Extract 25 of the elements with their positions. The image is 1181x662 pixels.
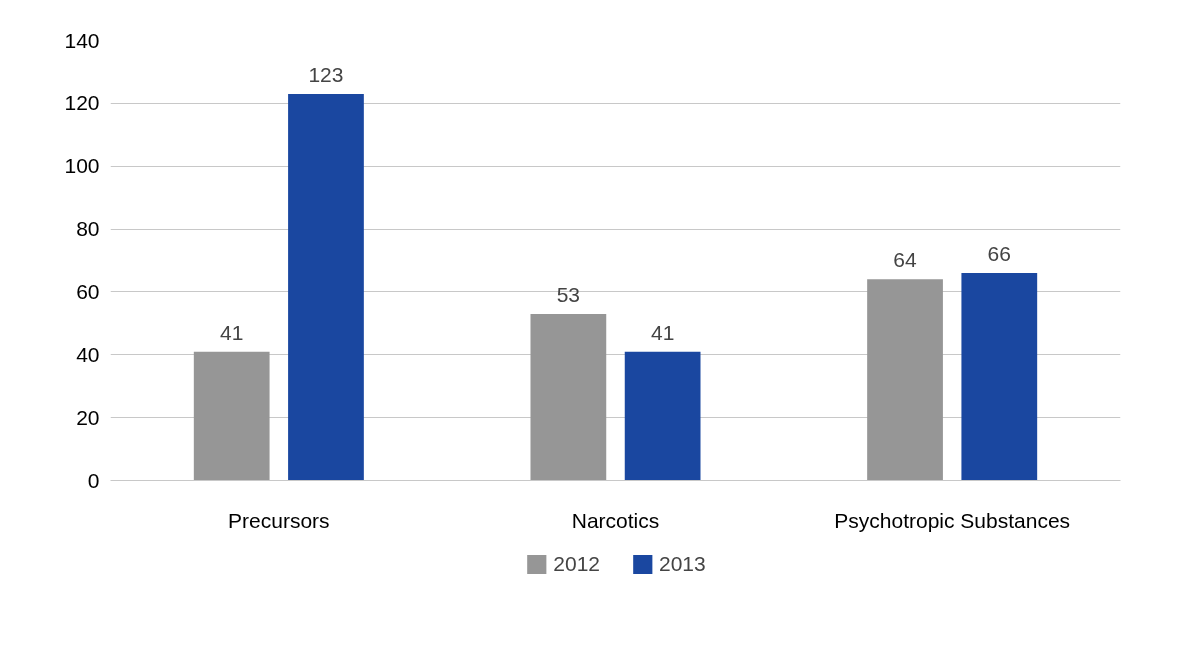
x-tick-label: Precursors xyxy=(228,508,330,532)
y-tick-label: 140 xyxy=(64,28,100,52)
y-tick-label: 0 xyxy=(87,468,100,492)
y-tick-label: 20 xyxy=(76,405,100,429)
y-tick-label: 60 xyxy=(76,279,100,303)
bar xyxy=(530,313,607,481)
data-label: 66 xyxy=(987,242,1011,266)
bar xyxy=(867,279,943,481)
legend-label: 2012 xyxy=(553,552,600,576)
bar xyxy=(193,351,270,481)
data-label: 53 xyxy=(556,282,581,306)
x-tick-label: Psychotropic Substances xyxy=(834,508,1071,532)
y-tick-label: 120 xyxy=(64,91,100,115)
data-label: 41 xyxy=(650,320,675,344)
y-tick-label: 80 xyxy=(76,217,100,241)
bar xyxy=(961,273,1038,481)
y-tick-label: 40 xyxy=(76,342,100,366)
x-tick-label: Narcotics xyxy=(571,508,660,532)
data-label: 41 xyxy=(220,320,244,344)
legend-label: 2013 xyxy=(659,552,706,576)
data-label: 64 xyxy=(893,248,918,272)
bar xyxy=(624,351,701,481)
y-tick-label: 100 xyxy=(64,154,100,178)
data-label: 123 xyxy=(308,62,344,86)
bar xyxy=(288,93,364,481)
